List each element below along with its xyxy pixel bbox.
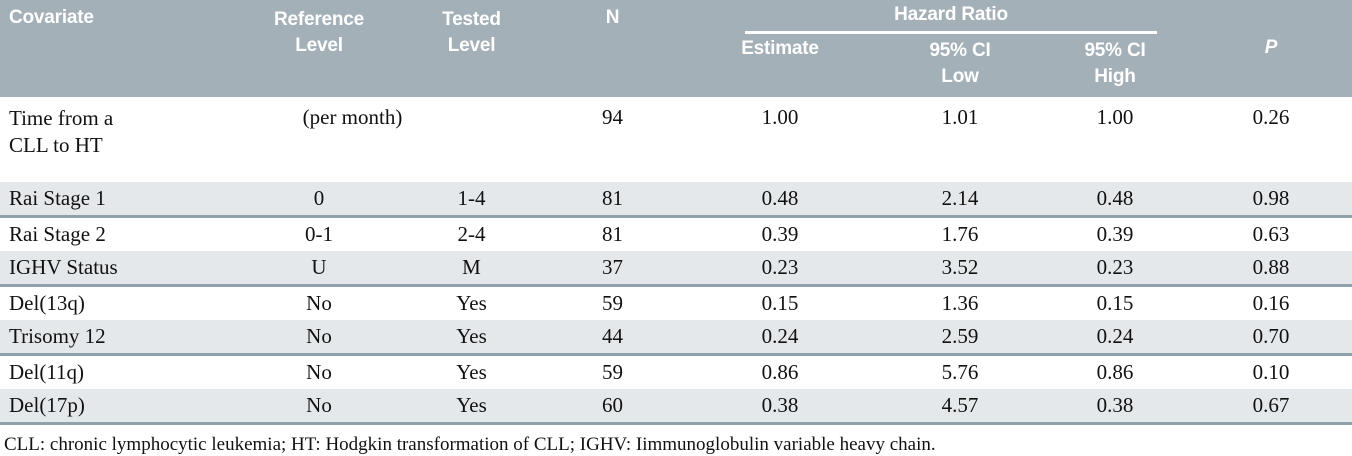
cell-p: 0.67 [1190, 389, 1352, 425]
hazard-ratio-table: Covariate Reference Level Tested Level N… [0, 0, 1352, 425]
cell-estimate: 1.00 [761, 105, 799, 129]
cell-n: 60 [545, 389, 680, 425]
cell-ci-high: 0.86 [1096, 360, 1134, 384]
cell-reference: No [306, 291, 332, 315]
column-group-hazard-ratio: Hazard Ratio [680, 0, 1190, 34]
cell-tested: 2-4 [457, 222, 486, 246]
cell-n: 44 [545, 320, 680, 356]
header-row-2: Estimate 95% CI Low 95% CI High [0, 34, 1352, 97]
cell-covariate: Rai Stage 1 [0, 182, 240, 218]
cell-covariate: Del(17p) [0, 389, 240, 425]
cell-tested: Yes [456, 291, 487, 315]
cell-ci-high: 0.24 [1040, 320, 1190, 356]
cell-p: 0.16 [1252, 291, 1290, 315]
cell-tested: Yes [398, 389, 545, 425]
cell-reference: No [306, 360, 332, 384]
cell-ci-low: 1.36 [941, 291, 979, 315]
cell-estimate: 0.15 [761, 291, 799, 315]
column-header-reference-level: Reference Level [240, 0, 398, 97]
cell-ci-high: 0.15 [1096, 291, 1134, 315]
cell-ci-low: 2.59 [880, 320, 1040, 356]
cell-tested: M [398, 251, 545, 287]
cell-covariate: Del(13q) [9, 291, 85, 315]
cell-ci-low: 1.01 [941, 105, 979, 129]
cell-reference: 0-1 [305, 222, 333, 246]
table-row: Del(17p) No Yes 60 0.38 4.57 0.38 0.67 [0, 389, 1352, 425]
column-header-ci-high: 95% CI High [1040, 34, 1190, 97]
table-row: Rai Stage 1 0 1-4 81 0.48 2.14 0.48 0.98 [0, 182, 1352, 218]
column-header-p: P [1190, 0, 1352, 97]
cell-covariate: Rai Stage 2 [9, 222, 106, 246]
cell-p: 0.63 [1252, 222, 1290, 246]
column-header-estimate: Estimate [680, 34, 880, 97]
cell-n: 81 [602, 222, 623, 246]
cell-ci-high: 0.48 [1040, 182, 1190, 218]
cell-n: 59 [602, 360, 623, 384]
cell-ci-low: 3.52 [880, 251, 1040, 287]
cell-estimate: 0.38 [680, 389, 880, 425]
hazard-ratio-group-label: Hazard Ratio [745, 4, 1157, 34]
cell-covariate: Del(11q) [9, 360, 85, 384]
cell-ci-low: 4.57 [880, 389, 1040, 425]
cell-ci-high: 1.00 [1096, 105, 1134, 129]
cell-ci-high: 0.38 [1040, 389, 1190, 425]
table-row: Rai Stage 2 0-1 2-4 81 0.39 1.76 0.39 0.… [0, 217, 1352, 252]
cell-p: 0.98 [1190, 182, 1352, 218]
table-body: Time from a CLL to HT (per month) 94 1.0… [0, 97, 1352, 425]
table-row: Del(11q) No Yes 59 0.86 5.76 0.86 0.10 [0, 355, 1352, 390]
cell-n: 59 [602, 291, 623, 315]
cell-covariate: IGHV Status [0, 251, 240, 287]
header-row-1: Covariate Reference Level Tested Level N… [0, 0, 1352, 97]
cell-estimate: 0.48 [680, 182, 880, 218]
table-row: Del(13q) No Yes 59 0.15 1.36 0.15 0.16 [0, 286, 1352, 321]
cell-n: 37 [545, 251, 680, 287]
cell-tested: Yes [456, 360, 487, 384]
cell-covariate: Trisomy 12 [0, 320, 240, 356]
cell-ci-high: 0.23 [1040, 251, 1190, 287]
cell-n: 94 [602, 105, 623, 129]
column-header-tested-level: Tested Level [398, 0, 545, 97]
cell-p: 0.88 [1190, 251, 1352, 287]
cell-p: 0.70 [1190, 320, 1352, 356]
cell-covariate: Time from a CLL to HT [9, 106, 114, 157]
cell-estimate: 0.86 [761, 360, 799, 384]
cell-reference: 0 [240, 182, 398, 218]
table-row: Trisomy 12 No Yes 44 0.24 2.59 0.24 0.70 [0, 320, 1352, 356]
cell-reference-tested: (per month) [302, 105, 403, 129]
cell-p: 0.10 [1252, 360, 1290, 384]
cell-estimate: 0.23 [680, 251, 880, 287]
cell-ci-low: 5.76 [941, 360, 979, 384]
cell-estimate: 0.24 [680, 320, 880, 356]
cell-tested: Yes [398, 320, 545, 356]
cell-n: 81 [545, 182, 680, 218]
cell-ci-low: 2.14 [880, 182, 1040, 218]
cell-reference: U [240, 251, 398, 287]
column-header-n: N [545, 0, 680, 97]
cell-ci-high: 0.39 [1096, 222, 1134, 246]
footnote: CLL: chronic lymphocytic leukemia; HT: H… [4, 434, 936, 455]
table-header: Covariate Reference Level Tested Level N… [0, 0, 1352, 97]
column-header-covariate: Covariate [0, 0, 240, 97]
cell-estimate: 0.39 [761, 222, 799, 246]
cell-tested: 1-4 [398, 182, 545, 218]
table-row: IGHV Status U M 37 0.23 3.52 0.23 0.88 [0, 251, 1352, 287]
column-header-ci-low: 95% CI Low [880, 34, 1040, 97]
cell-reference: No [240, 389, 398, 425]
table-row: Time from a CLL to HT (per month) 94 1.0… [0, 97, 1352, 182]
cell-reference: No [240, 320, 398, 356]
cell-p: 0.26 [1252, 105, 1290, 129]
cell-ci-low: 1.76 [941, 222, 979, 246]
